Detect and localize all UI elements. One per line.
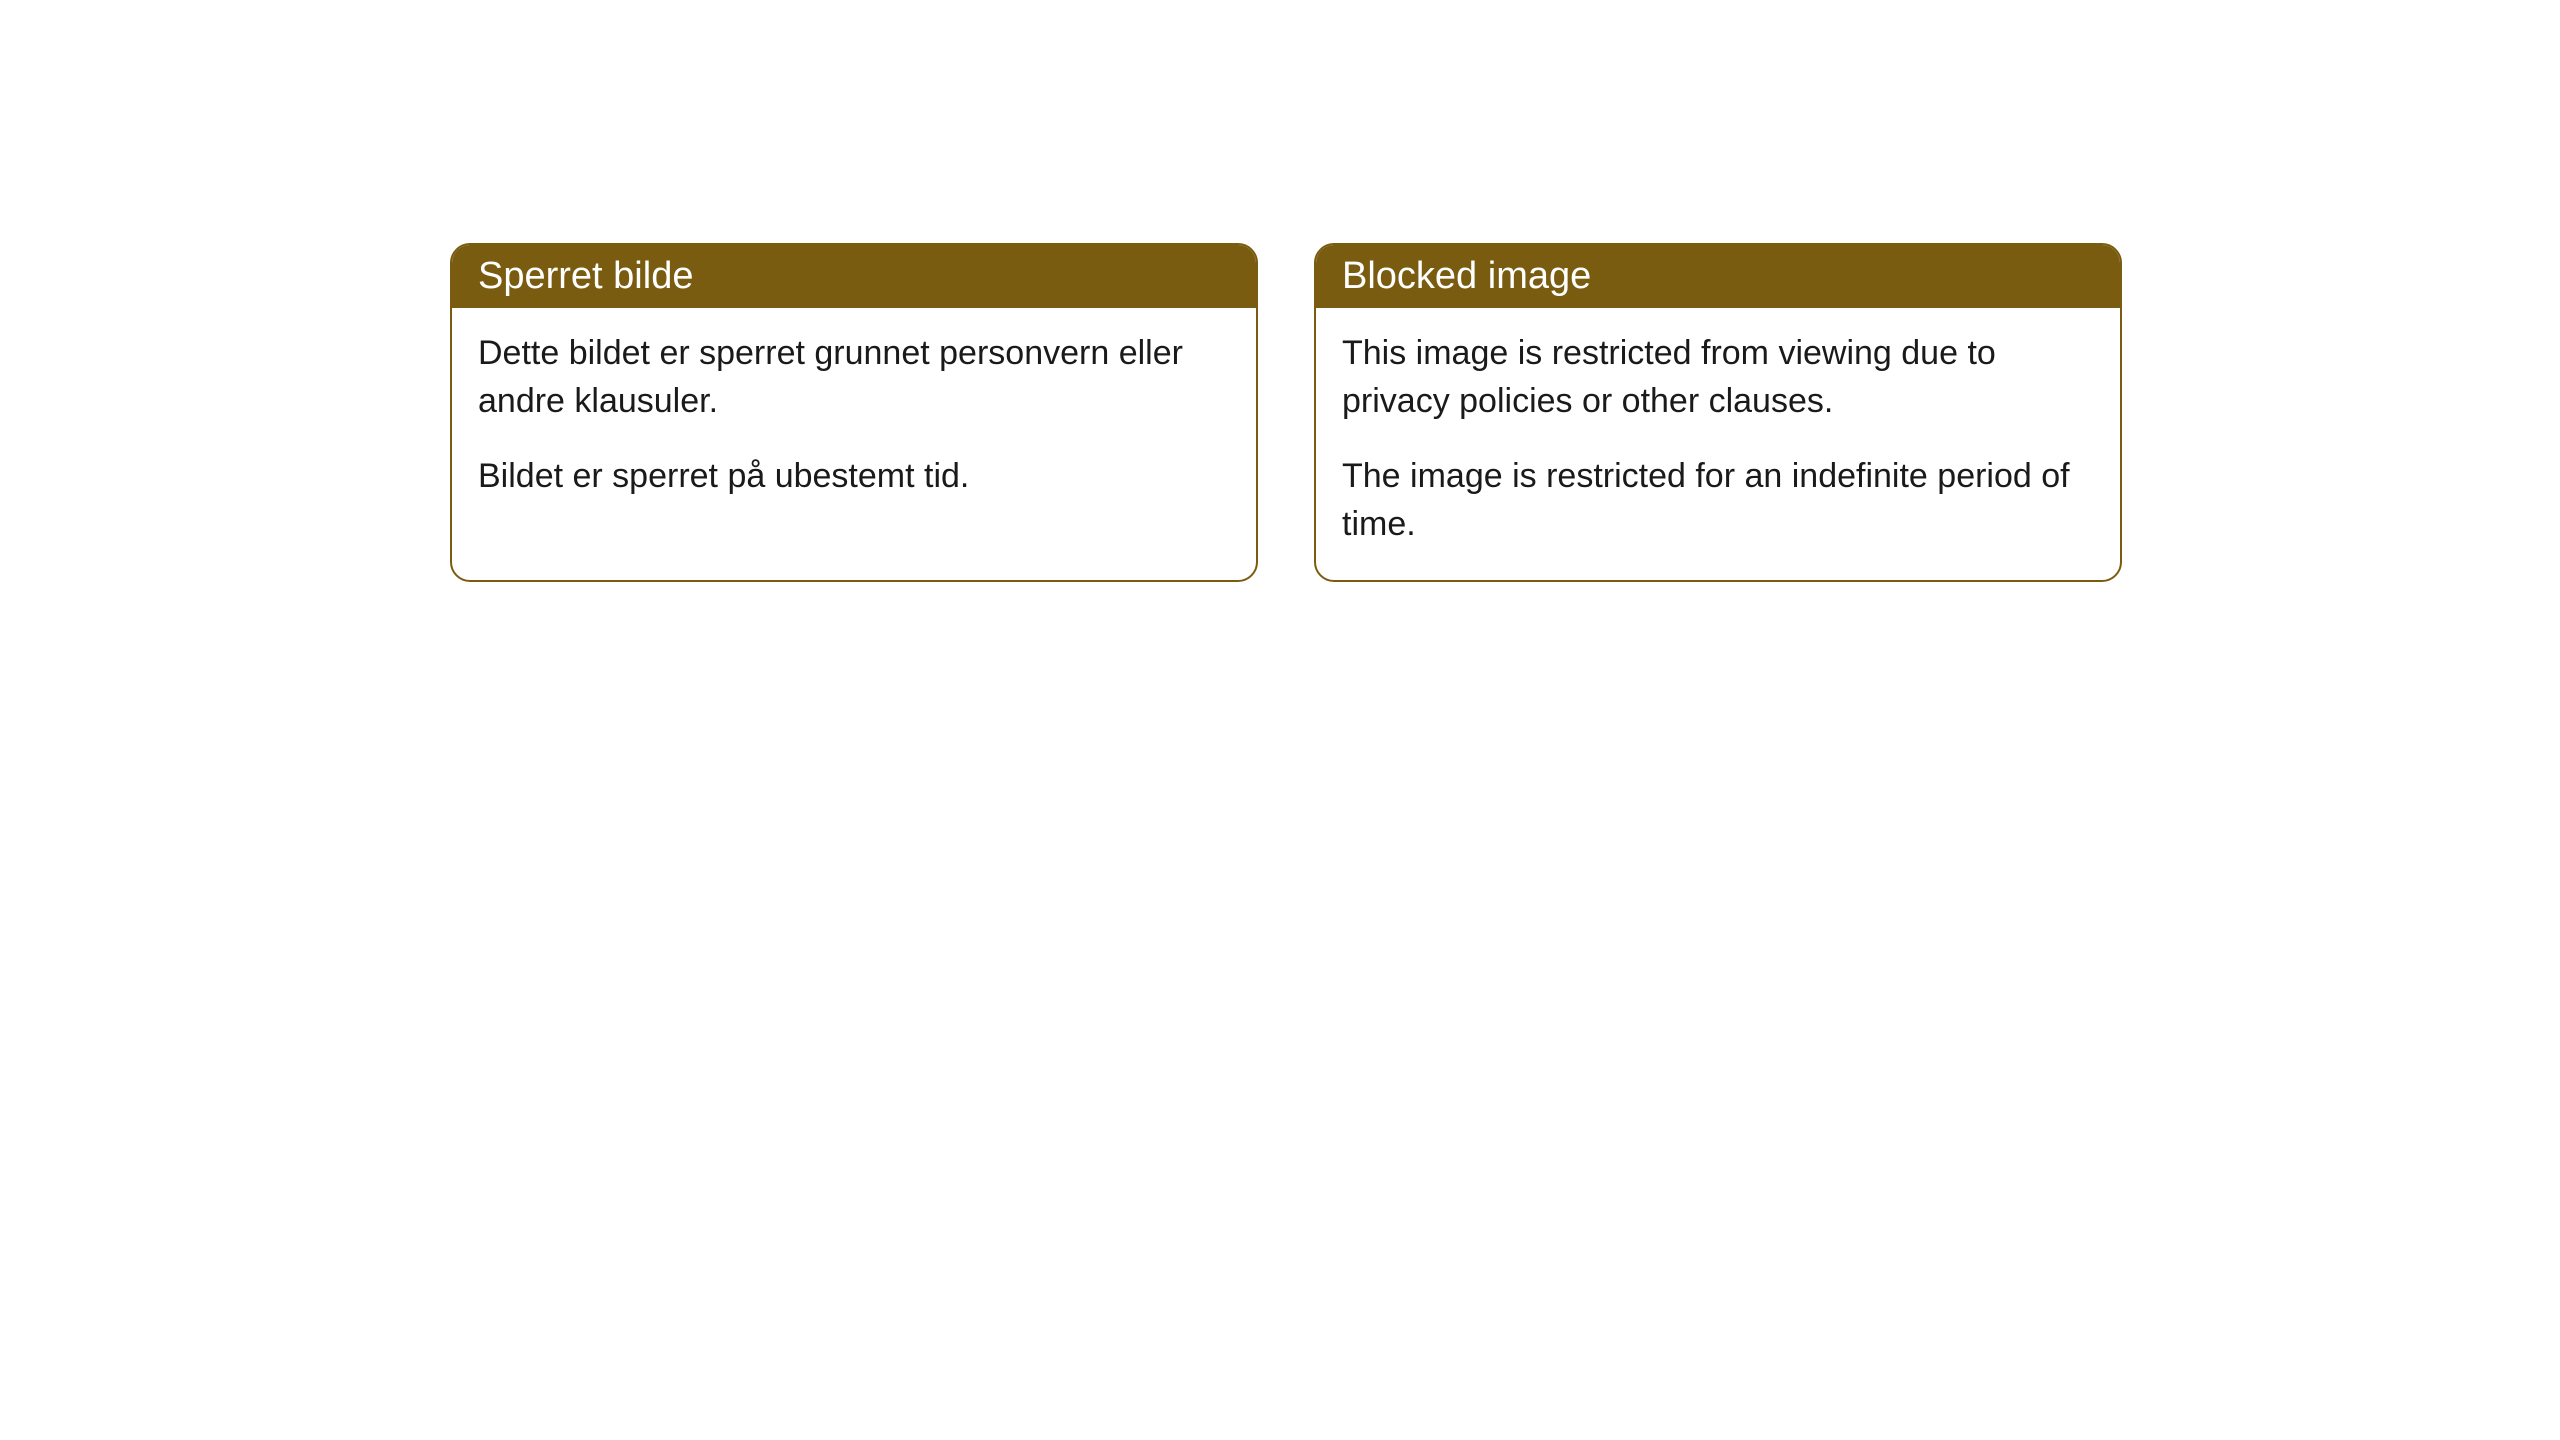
notice-cards-container: Sperret bilde Dette bildet er sperret gr… xyxy=(450,243,2122,582)
card-title: Blocked image xyxy=(1342,255,1591,297)
blocked-image-card-norwegian: Sperret bilde Dette bildet er sperret gr… xyxy=(450,243,1258,582)
card-header: Sperret bilde xyxy=(452,245,1256,308)
blocked-image-card-english: Blocked image This image is restricted f… xyxy=(1314,243,2122,582)
card-header: Blocked image xyxy=(1316,245,2120,308)
card-paragraph-1: Dette bildet er sperret grunnet personve… xyxy=(478,330,1230,425)
card-body: Dette bildet er sperret grunnet personve… xyxy=(452,308,1256,533)
card-paragraph-1: This image is restricted from viewing du… xyxy=(1342,330,2094,425)
card-title: Sperret bilde xyxy=(478,255,693,297)
card-paragraph-2: Bildet er sperret på ubestemt tid. xyxy=(478,453,1230,501)
card-paragraph-2: The image is restricted for an indefinit… xyxy=(1342,453,2094,548)
card-body: This image is restricted from viewing du… xyxy=(1316,308,2120,580)
